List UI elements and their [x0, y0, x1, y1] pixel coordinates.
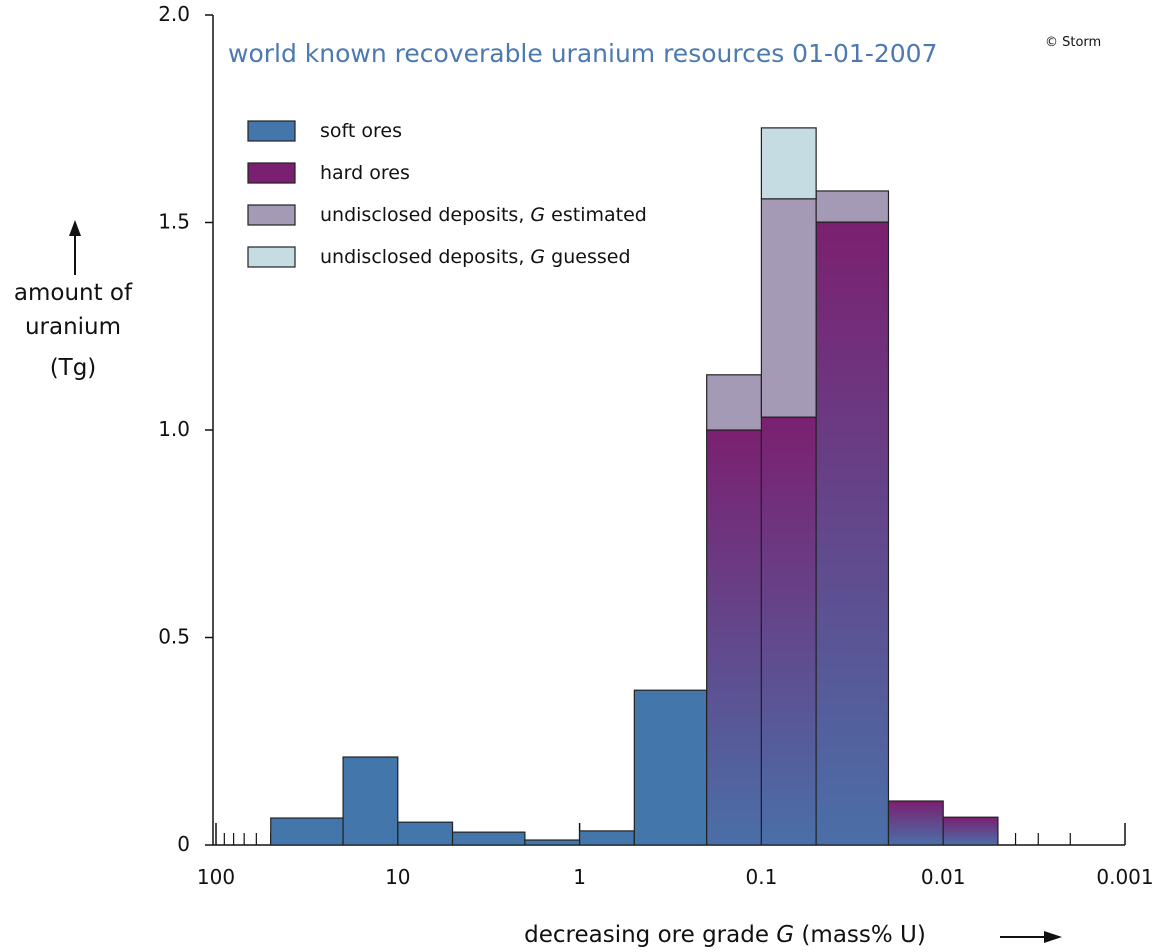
bar [342, 756, 399, 846]
y-axis-label: amount of [14, 280, 133, 306]
chart-title: world known recoverable uranium resource… [228, 39, 937, 68]
series [706, 221, 999, 846]
x-tick-label: 0.01 [921, 865, 966, 889]
bar [633, 689, 708, 846]
bar [451, 831, 526, 846]
bar [706, 374, 762, 431]
legend-label: soft ores [320, 120, 402, 142]
y-arrow [69, 220, 81, 275]
series [760, 127, 817, 200]
x-arrow [1000, 931, 1062, 943]
legend-swatch [247, 204, 296, 226]
y-tick-label: 0 [177, 832, 190, 856]
y-axis-label: uranium [25, 314, 121, 340]
x-tick-label: 0.1 [745, 865, 777, 889]
bar [524, 839, 581, 846]
series [270, 689, 708, 846]
legend-label: hard ores [320, 162, 410, 184]
legend-swatch [247, 120, 296, 142]
bar [815, 190, 890, 223]
y-axis-label: (Tg) [50, 355, 97, 381]
y-tick-label: 1.5 [158, 209, 190, 233]
legend-label: undisclosed deposits, G guessed [320, 246, 631, 268]
legend-swatch [247, 162, 296, 184]
bar [397, 821, 454, 846]
bar [942, 816, 999, 846]
bar [578, 830, 635, 846]
bar [270, 817, 344, 846]
annotation: © Storm [1045, 35, 1101, 50]
x-tick-label: 100 [197, 865, 235, 889]
bar [706, 429, 762, 846]
legend-swatch [247, 246, 296, 268]
bar [887, 800, 944, 846]
x-tick-label: 0.001 [1096, 865, 1153, 889]
y-tick-label: 1.0 [158, 417, 190, 441]
legend-label: undisclosed deposits, G estimated [320, 204, 647, 226]
y-tick-label: 0.5 [158, 624, 190, 648]
x-tick-label: 1 [573, 865, 586, 889]
bar [760, 127, 817, 200]
x-tick-label: 10 [385, 865, 410, 889]
bar [760, 198, 817, 418]
bar [815, 221, 890, 846]
y-tick-label: 2.0 [158, 2, 190, 26]
bar [760, 416, 817, 846]
series [706, 190, 890, 431]
x-axis-label: decreasing ore grade G (mass% U) [524, 922, 926, 948]
